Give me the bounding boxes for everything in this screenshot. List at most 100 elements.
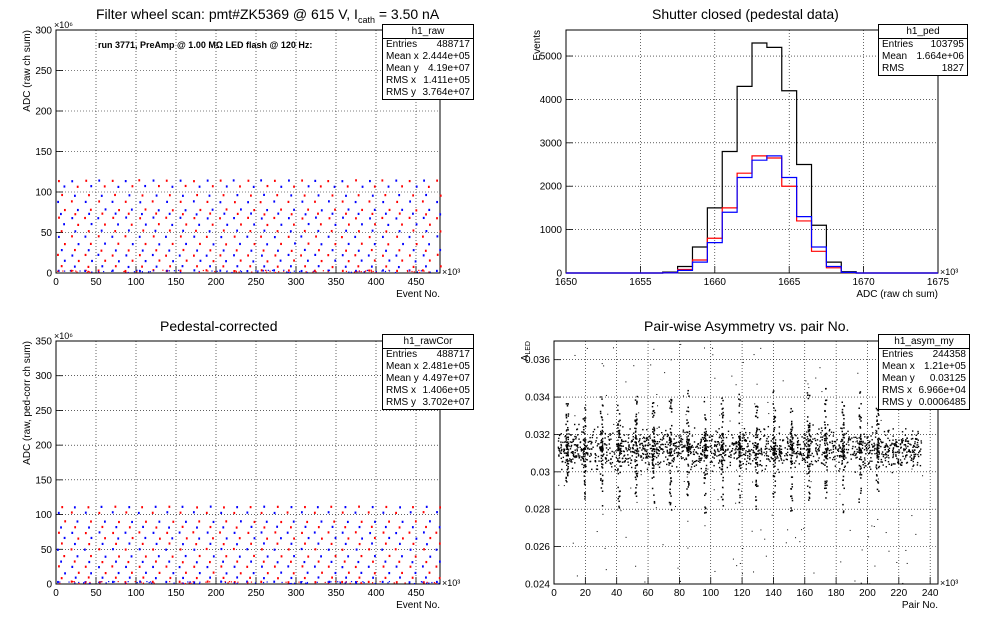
data-point [657,463,659,466]
data-point [576,428,579,430]
data-point [253,242,256,246]
data-point [589,436,591,439]
x-tick-label: 0 [551,588,557,599]
data-point [860,582,862,584]
data-point [370,265,373,268]
data-point [250,542,253,545]
data-point [579,455,581,457]
data-point [205,254,208,257]
data-point [841,433,844,436]
data-point [714,453,716,455]
data-point [566,426,569,429]
data-point [372,270,374,273]
data-point [589,460,591,463]
data-point [155,542,158,546]
data-point [825,487,827,489]
data-point [869,449,872,452]
data-point [808,479,810,482]
data-point [584,409,587,411]
data-point [672,454,674,456]
data-point [816,433,819,435]
data-point [809,475,811,477]
data-point [877,458,880,460]
data-point [689,450,691,453]
data-point [823,435,825,437]
data-point [58,565,60,568]
data-point [842,479,845,481]
data-point [697,453,699,455]
data-point [253,223,256,226]
data-point [635,478,637,481]
data-point [425,560,428,564]
data-point [875,407,878,410]
data-point [307,208,310,211]
data-point [840,455,843,458]
data-point [795,537,797,539]
data-point [809,424,811,427]
data-point [60,212,62,216]
data-point [706,434,709,436]
data-point [825,416,827,418]
data-point [640,470,642,472]
data-point [743,439,746,442]
data-point [842,484,844,486]
data-point [565,444,567,447]
data-point [196,506,198,509]
data-point [395,217,398,220]
data-point [154,229,157,232]
data-point [384,270,387,273]
data-point [777,457,779,459]
data-point [652,416,654,418]
data-point [618,444,620,446]
data-point [287,217,290,220]
data-point [765,465,768,467]
data-point [565,452,568,454]
data-point [897,460,900,463]
data-point [791,434,793,437]
data-point [720,459,723,461]
data-point [670,455,672,457]
data-point [58,531,60,534]
data-point [314,548,317,551]
data-point [653,476,655,478]
data-point [755,505,757,508]
data-point [138,269,141,272]
data-point [206,179,209,182]
data-point [703,431,706,434]
data-point [131,259,134,262]
data-point [858,501,860,503]
data-point [754,436,757,439]
data-point [196,249,199,252]
data-point [760,449,763,451]
data-point [758,428,761,431]
data-point [832,444,834,447]
data-point [689,443,691,445]
data-point [720,437,723,439]
data-point [627,461,629,463]
data-point [622,457,624,459]
data-point [307,185,310,188]
data-point [620,465,623,467]
axes: 0 50 100 150 200 250 300 350 400 4500501001502002… [22,331,460,611]
data-point [567,415,570,417]
data-point [185,242,187,246]
data-point [879,438,881,441]
stats-row: RMS 1827 [879,63,967,75]
data-point [214,270,216,273]
data-point [852,440,854,443]
data-point [640,474,642,476]
data-point [165,565,168,568]
data-point [740,447,742,449]
data-point [57,253,59,257]
data-point [586,347,588,349]
data-point [622,450,625,452]
data-point [750,454,752,456]
data-point [883,430,886,433]
data-point [774,480,777,482]
data-point [401,259,404,262]
data-point [675,506,677,508]
data-point [347,242,350,246]
data-point [573,455,575,458]
data-point [825,432,828,435]
data-point [583,460,585,463]
